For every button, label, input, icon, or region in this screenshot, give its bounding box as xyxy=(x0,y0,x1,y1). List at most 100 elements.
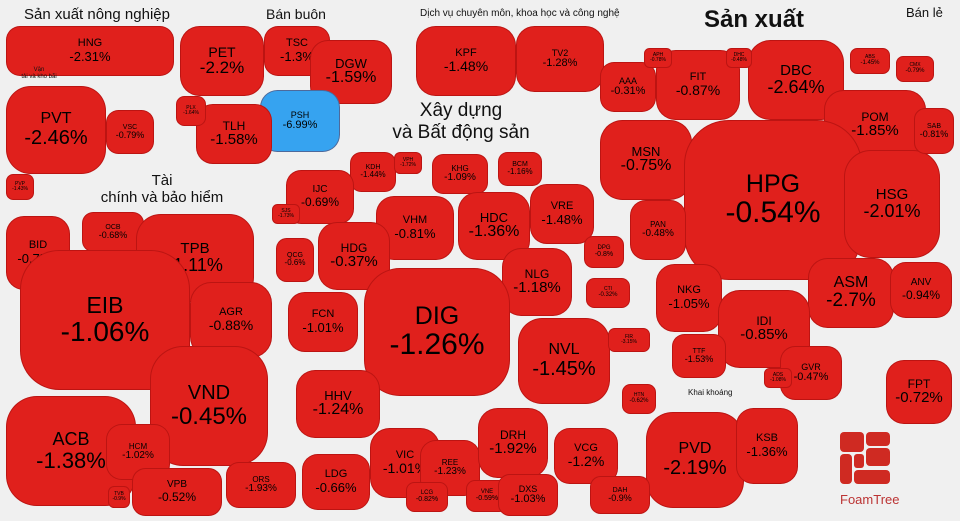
stock-cell-tlh[interactable]: TLH -1.58% xyxy=(196,104,272,164)
stock-change: -1.06% xyxy=(60,316,150,348)
stock-cell-nlg[interactable]: NLG -1.18% xyxy=(502,248,572,316)
stock-cell-fpt[interactable]: FPT -0.72% xyxy=(886,360,952,424)
stock-change: -6.99% xyxy=(282,118,318,131)
stock-cell-kpf[interactable]: KPF -1.48% xyxy=(416,26,516,96)
stock-change: -1.92% xyxy=(489,440,537,458)
stock-cell-vph[interactable]: VPH -1.72% xyxy=(394,152,422,174)
stock-cell-nvl[interactable]: NVL -1.45% xyxy=(518,318,610,404)
stock-cell-plx[interactable]: PLX -1.64% xyxy=(176,96,206,126)
stock-cell-cmx[interactable]: CMX -0.79% xyxy=(896,56,934,82)
stock-ticker: KSB xyxy=(755,432,778,445)
stock-cell-vpb[interactable]: VPB -0.52% xyxy=(132,468,222,516)
stock-cell-hdc[interactable]: HDC -1.36% xyxy=(458,192,530,260)
stock-cell-idi[interactable]: IDI -0.85% xyxy=(718,290,810,368)
stock-cell-htn[interactable]: HTN -0.62% xyxy=(622,384,656,414)
stock-ticker: DXS xyxy=(518,483,538,494)
stock-cell-eib[interactable]: EIB -1.06% xyxy=(20,250,190,390)
stock-cell-vsc[interactable]: VSC -0.79% xyxy=(106,110,154,154)
stock-ticker: HSG xyxy=(875,185,909,203)
stock-cell-ocb[interactable]: OCB -0.68% xyxy=(82,212,144,252)
stock-ticker: HCM xyxy=(128,441,148,451)
stock-cell-sab[interactable]: SAB -0.81% xyxy=(914,108,954,154)
stock-cell-qcg[interactable]: QCG -0.6% xyxy=(276,238,314,282)
stock-change: -0.81% xyxy=(919,128,949,139)
stock-ticker: PLX xyxy=(186,104,196,111)
stock-cell-dxs[interactable]: DXS -1.03% xyxy=(498,474,558,516)
stock-cell-pvd[interactable]: PVD -2.19% xyxy=(646,412,744,508)
stock-cell-aph[interactable]: APH -0.78% xyxy=(644,48,672,68)
stock-ticker: KDH xyxy=(365,164,381,172)
stock-cell-anv[interactable]: ANV -0.94% xyxy=(890,262,952,318)
stock-ticker: POM xyxy=(861,109,889,124)
stock-cell-ttf[interactable]: TTF -1.53% xyxy=(672,334,726,378)
stock-cell-msn[interactable]: MSN -0.75% xyxy=(600,120,692,200)
stock-cell-ijc[interactable]: IJC -0.69% xyxy=(286,170,354,224)
stock-cell-tv2[interactable]: TV2 -1.28% xyxy=(516,26,604,92)
stock-cell-hsg[interactable]: HSG -2.01% xyxy=(844,150,940,258)
stock-cell-hhv[interactable]: HHV -1.24% xyxy=(296,370,380,438)
stock-cell-dgw[interactable]: DGW -1.59% xyxy=(310,40,392,104)
stock-cell-bcm[interactable]: BCM -1.16% xyxy=(498,152,542,186)
stock-cell-hng[interactable]: HNG -2.31% xyxy=(6,26,174,76)
stock-cell-drh[interactable]: DRH -1.92% xyxy=(478,408,548,478)
stock-change: -1.48% xyxy=(443,58,489,75)
stock-cell-hdg[interactable]: HDG -0.37% xyxy=(318,222,390,290)
stock-cell-kdh[interactable]: KDH -1.44% xyxy=(350,152,396,192)
stock-cell-hpg[interactable]: HPG -0.54% xyxy=(684,120,862,280)
stock-change: -0.48% xyxy=(731,57,747,63)
stock-change: -1.18% xyxy=(513,279,561,297)
stock-cell-sjs[interactable]: SJS -1.73% xyxy=(272,204,300,224)
stock-cell-ads[interactable]: ADS -1.08% xyxy=(764,368,792,388)
stock-cell-psh[interactable]: PSH -6.99% xyxy=(260,90,340,152)
stock-cell-dah[interactable]: DAH -0.9% xyxy=(590,476,650,514)
stock-change: -0.9% xyxy=(112,496,126,502)
stock-change: -0.81% xyxy=(394,225,436,241)
stock-cell-dig[interactable]: DIG -1.26% xyxy=(364,268,510,396)
foamtree-logo-icon xyxy=(840,432,890,484)
stock-change: -1.64% xyxy=(183,110,199,116)
stock-cell-pvp[interactable]: PVP -1.43% xyxy=(6,174,34,200)
stock-ticker: KPF xyxy=(455,46,477,59)
stock-cell-tvb[interactable]: TVB -0.9% xyxy=(108,486,130,508)
stock-cell-aaa[interactable]: AAA -0.31% xyxy=(600,62,656,112)
stock-cell-nkg[interactable]: NKG -1.05% xyxy=(656,264,722,332)
stock-cell-agr[interactable]: AGR -0.88% xyxy=(190,282,272,358)
stock-cell-cti[interactable]: CTI -0.32% xyxy=(586,278,630,308)
stock-cell-khg[interactable]: KHG -1.09% xyxy=(432,154,488,194)
stock-ticker: VPH xyxy=(402,156,414,163)
stock-cell-fcn[interactable]: FCN -1.01% xyxy=(288,292,358,352)
stock-cell-pvt[interactable]: PVT -2.46% xyxy=(6,86,106,174)
stock-change: -0.8% xyxy=(594,251,614,259)
stock-cell-vre[interactable]: VRE -1.48% xyxy=(530,184,594,244)
stock-change: -0.85% xyxy=(740,326,788,344)
stock-change: -0.31% xyxy=(610,84,646,97)
stock-change: -2.19% xyxy=(663,456,727,479)
stock-ticker: ORS xyxy=(252,474,270,484)
stock-ticker: FIR xyxy=(624,333,634,340)
stock-ticker: OCB xyxy=(105,223,121,231)
stock-ticker: PET xyxy=(208,43,236,60)
stock-change: -2.64% xyxy=(767,77,825,98)
stock-change: -0.32% xyxy=(598,292,618,299)
stock-cell-asm[interactable]: ASM -2.7% xyxy=(808,258,894,328)
stock-change: -1.59% xyxy=(325,69,377,87)
stock-cell-dhc[interactable]: DHC -0.48% xyxy=(726,48,752,68)
stock-ticker: GVR xyxy=(801,361,821,372)
stock-cell-lcg[interactable]: LCG -0.82% xyxy=(406,482,448,512)
stock-change: -0.59% xyxy=(475,495,499,503)
stock-change: -1.45% xyxy=(860,60,880,67)
stock-cell-pan[interactable]: PAN -0.48% xyxy=(630,200,686,260)
stock-cell-fir[interactable]: FIR -3.15% xyxy=(608,328,650,352)
stock-cell-ors[interactable]: ORS -1.93% xyxy=(226,462,296,508)
stock-cell-ldg[interactable]: LDG -0.66% xyxy=(302,454,370,510)
stock-ticker: FIT xyxy=(689,70,707,83)
stock-cell-pet[interactable]: PET -2.2% xyxy=(180,26,264,96)
stock-cell-vcg[interactable]: VCG -1.2% xyxy=(554,428,618,484)
stock-ticker: CMX xyxy=(909,62,921,69)
stock-change: -2.46% xyxy=(24,126,88,149)
stock-ticker: HTN xyxy=(633,392,645,399)
stock-cell-ksb[interactable]: KSB -1.36% xyxy=(736,408,798,484)
stock-cell-dpg[interactable]: DPG -0.8% xyxy=(584,236,624,268)
stock-cell-abs[interactable]: ABS -1.45% xyxy=(850,48,890,74)
